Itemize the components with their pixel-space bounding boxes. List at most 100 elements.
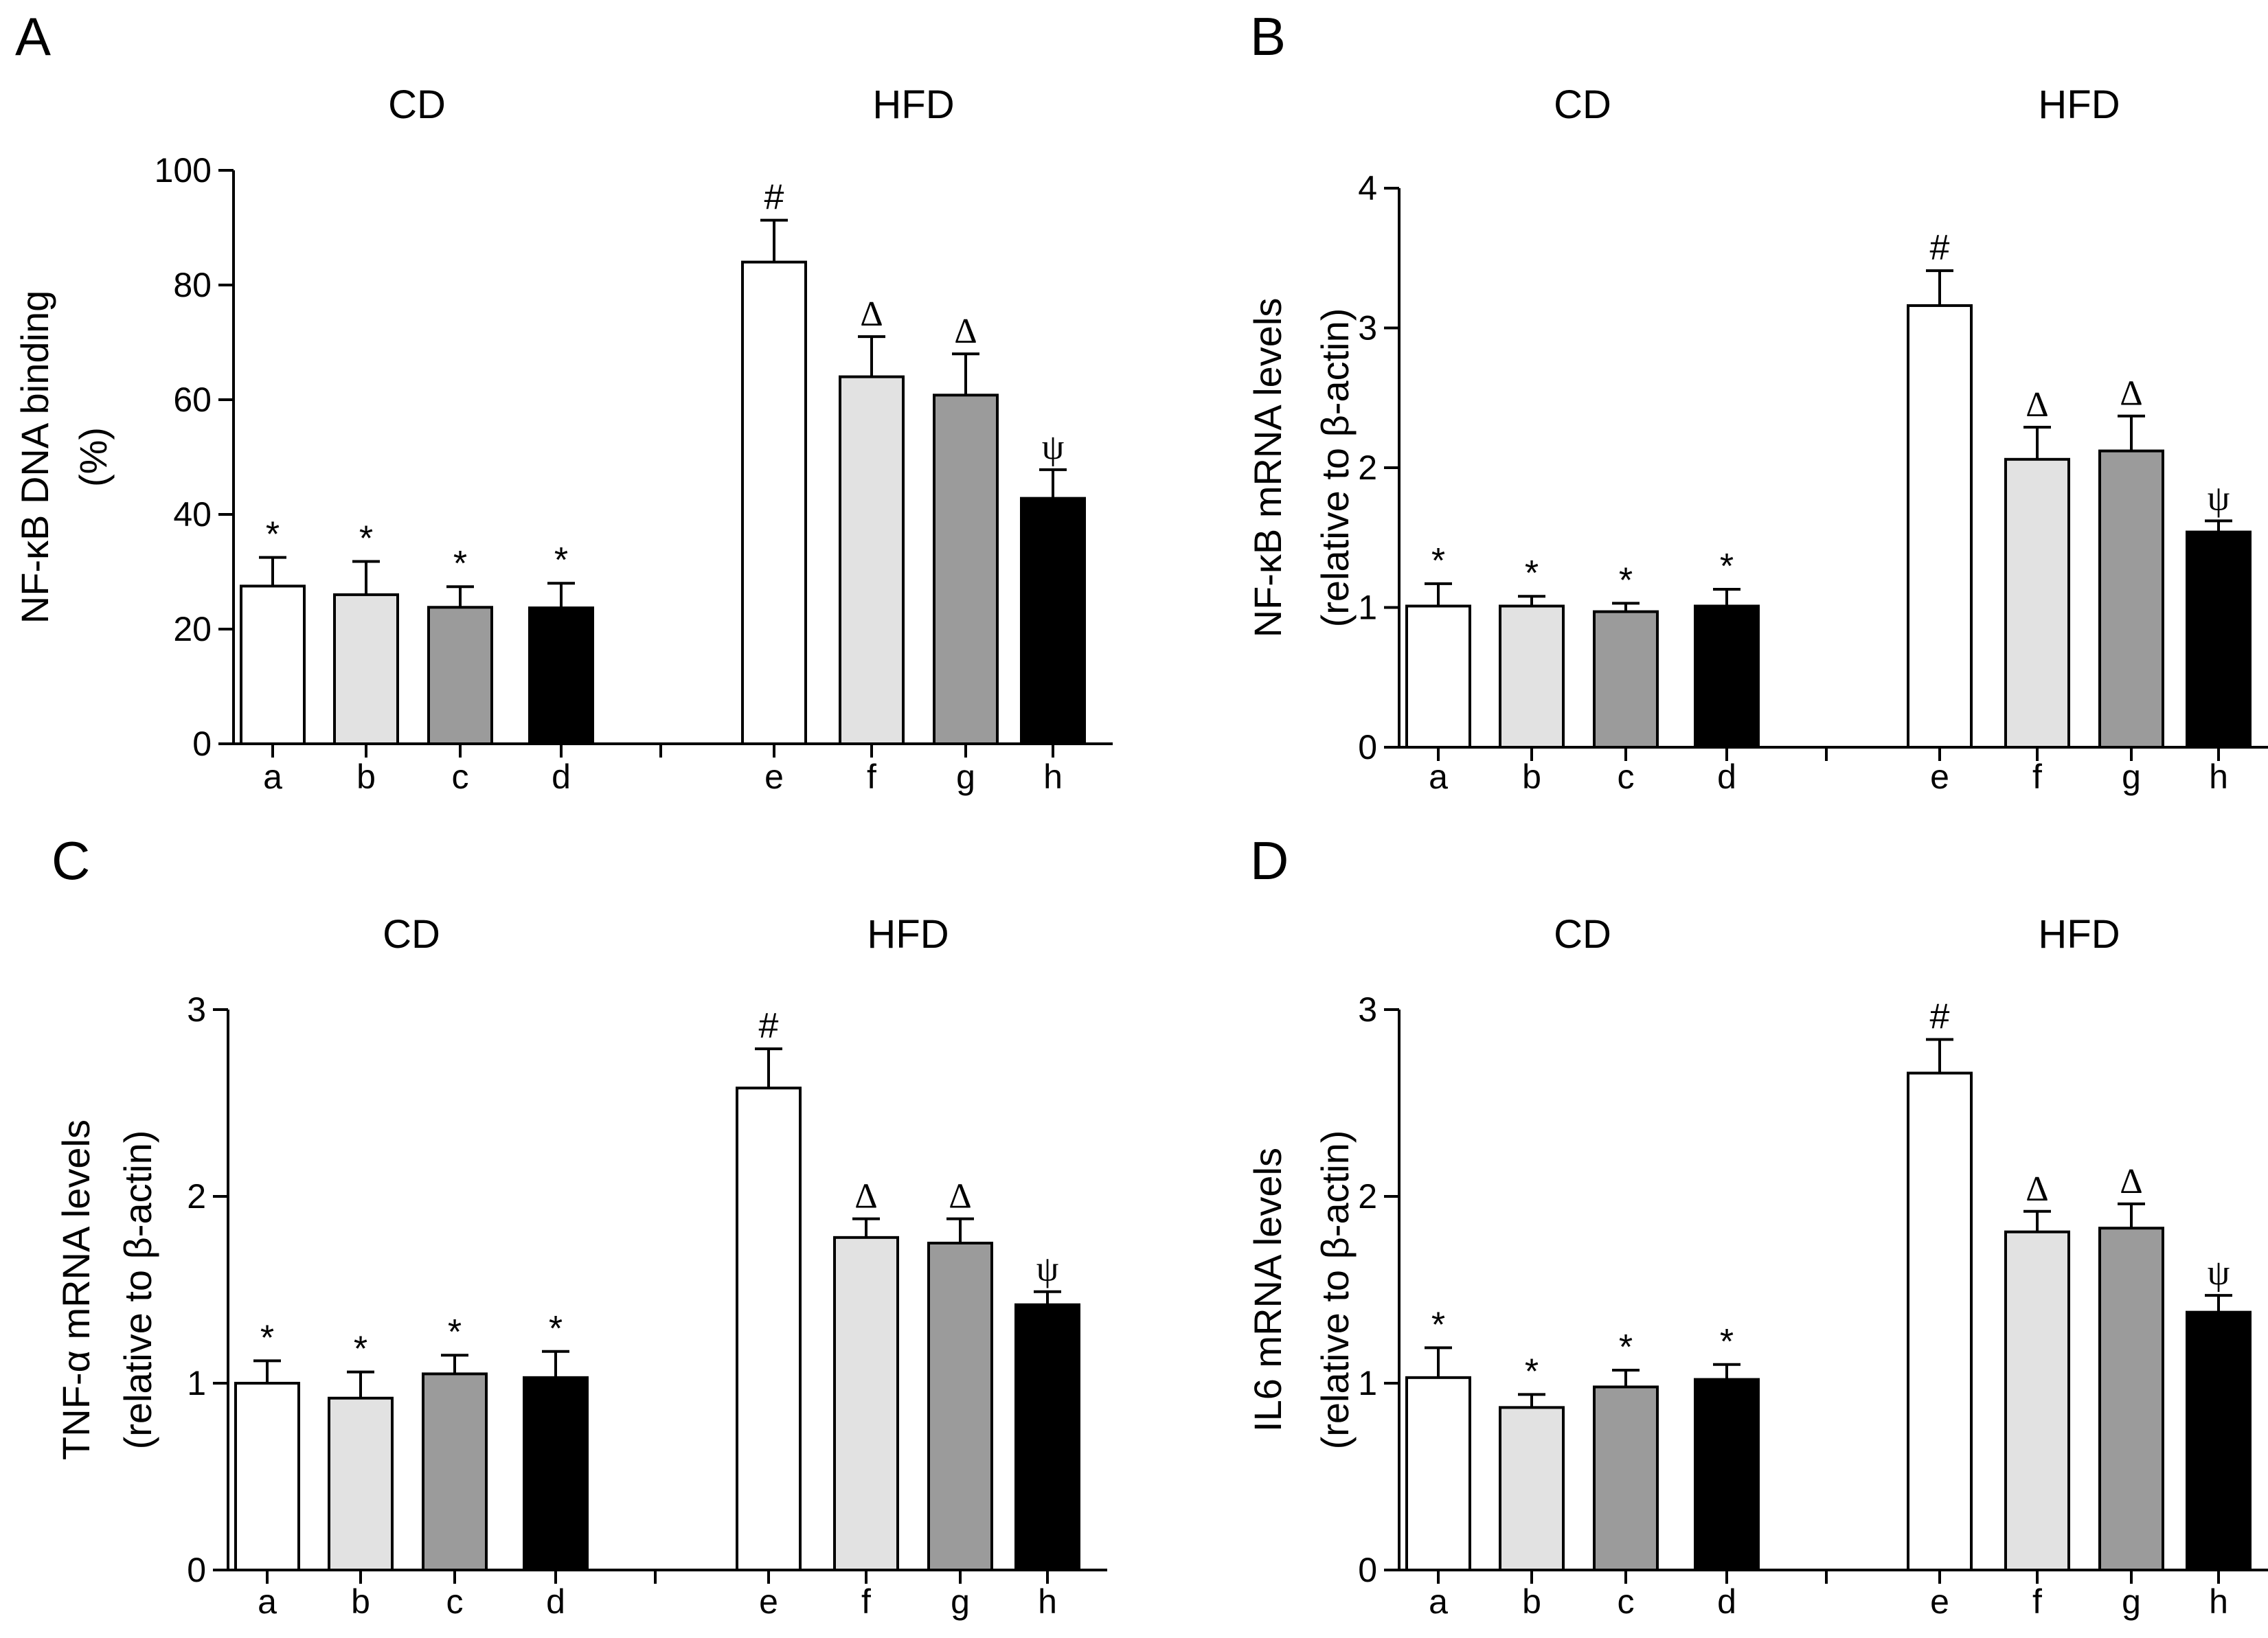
y-axis-label: TNF-α mRNA levels <box>54 1119 98 1460</box>
significance-marker: * <box>1619 1328 1633 1367</box>
bar-f <box>839 375 905 745</box>
group-label-hfd: HFD <box>2038 912 2120 957</box>
x-tick-label: b <box>356 758 376 796</box>
significance-marker: Δ <box>2026 1170 2048 1209</box>
x-tick-label: f <box>2032 758 2042 796</box>
y-tick-label: 1 <box>187 1364 206 1402</box>
significance-marker: * <box>260 1318 274 1358</box>
significance-marker: Δ <box>954 312 977 351</box>
significance-marker: Δ <box>949 1177 971 1216</box>
x-tick-label: e <box>1930 758 1949 796</box>
y-tick-label: 3 <box>1358 990 1377 1029</box>
x-tick-label: b <box>351 1582 370 1621</box>
x-tick-label: d <box>1717 758 1736 796</box>
bar-d <box>523 1376 589 1571</box>
bar-d <box>528 606 594 745</box>
x-tick-label: b <box>1522 1582 1541 1621</box>
bar-a <box>1405 604 1471 749</box>
group-label-hfd: HFD <box>872 82 954 127</box>
panel-letter: B <box>1250 6 1286 67</box>
x-tick-label: e <box>759 1582 778 1621</box>
x-tick-label: d <box>1717 1582 1736 1621</box>
bar-c <box>1593 610 1659 749</box>
y-axis-label: NF-κB mRNA levels <box>1246 298 1289 638</box>
y-tick-label: 60 <box>173 380 212 419</box>
x-tick-label: d <box>552 758 571 796</box>
y-tick-label: 0 <box>1358 1551 1377 1589</box>
panel-a: A CD HFD 0 20 40 60 80 100 * a * b * c * d # e Δf Δg ψ h NF-κB … <box>13 6 1113 796</box>
x-tick-label: h <box>1038 1582 1057 1621</box>
significance-marker: Δ <box>2026 385 2048 424</box>
x-tick-label: a <box>1429 1582 1448 1621</box>
bar-b <box>333 593 399 746</box>
significance-marker: # <box>1930 228 1950 268</box>
bar-b <box>1499 1406 1565 1572</box>
y-tick-label: 2 <box>187 1177 206 1216</box>
bar-e <box>1907 304 1973 749</box>
x-tick-label: c <box>446 1582 464 1621</box>
significance-marker: ψ <box>1042 428 1065 467</box>
significance-marker: * <box>354 1330 367 1369</box>
y-tick-label: 4 <box>1358 169 1377 207</box>
x-tick-label: a <box>258 1582 277 1621</box>
x-tick-label: d <box>546 1582 565 1621</box>
x-tick-label: h <box>2209 1582 2228 1621</box>
y-tick-label: 2 <box>1358 448 1377 487</box>
x-tick-label: f <box>861 1582 871 1621</box>
bar-g <box>933 394 999 745</box>
x-tick-label: c <box>1618 758 1635 796</box>
significance-marker: * <box>1431 1305 1445 1345</box>
y-tick-label: 3 <box>187 990 206 1029</box>
significance-marker: ψ <box>1036 1250 1059 1289</box>
y-tick-label: 100 <box>155 151 212 190</box>
y-tick-label: 80 <box>173 266 212 304</box>
panel-letter: A <box>15 6 51 67</box>
significance-marker: * <box>549 1309 563 1349</box>
y-tick-label: 1 <box>1358 589 1377 627</box>
significance-marker: * <box>1431 541 1445 581</box>
group-label-cd: CD <box>1554 912 1611 957</box>
x-tick-label: h <box>1043 758 1063 796</box>
y-axis-label: IL6 mRNA levels <box>1246 1148 1289 1432</box>
significance-marker: * <box>1525 1352 1539 1391</box>
significance-marker: # <box>759 1006 779 1046</box>
x-tick-label: g <box>2122 758 2141 796</box>
group-label-cd: CD <box>383 912 440 957</box>
x-tick-label: c <box>1618 1582 1635 1621</box>
y-axis-label: (relative to β-actin) <box>116 1130 159 1450</box>
significance-marker: * <box>1720 1322 1734 1362</box>
bar-f <box>2004 457 2070 749</box>
bar-h <box>2186 530 2252 749</box>
y-tick-label: 40 <box>173 495 212 534</box>
x-tick-label: a <box>1429 758 1448 796</box>
bar-f <box>2004 1230 2070 1572</box>
x-tick-label: g <box>951 1582 970 1621</box>
significance-marker: ψ <box>2208 479 2230 518</box>
significance-marker: Δ <box>854 1177 877 1216</box>
bar-d <box>1694 1378 1760 1572</box>
significance-marker: * <box>453 544 467 584</box>
bar-c <box>422 1372 488 1572</box>
y-tick-label: 1 <box>1358 1364 1377 1402</box>
x-tick-label: g <box>956 758 975 796</box>
y-axis-label: NF-κB DNA binding <box>13 291 56 624</box>
significance-marker: * <box>266 515 280 555</box>
significance-marker: # <box>1930 997 1950 1037</box>
significance-marker: * <box>1619 560 1633 600</box>
bar-g <box>2098 449 2164 749</box>
bar-h <box>1014 1303 1080 1571</box>
panel-letter: C <box>52 830 90 891</box>
y-tick-label: 0 <box>192 725 212 763</box>
panel-c: C CD HFD 0 1 2 3 * a * b * c * d # e Δf Δg ψ h TNF-α mRNA lev… <box>52 830 1107 1621</box>
bar-b <box>328 1396 394 1572</box>
y-tick-label: 3 <box>1358 309 1377 348</box>
bar-g <box>2098 1227 2164 1571</box>
bar-d <box>1694 604 1760 749</box>
significance-marker: Δ <box>2120 374 2142 413</box>
x-tick-label: e <box>764 758 784 796</box>
significance-marker: ψ <box>2208 1253 2230 1293</box>
y-tick-label: 20 <box>173 610 212 648</box>
significance-marker: * <box>554 541 568 580</box>
